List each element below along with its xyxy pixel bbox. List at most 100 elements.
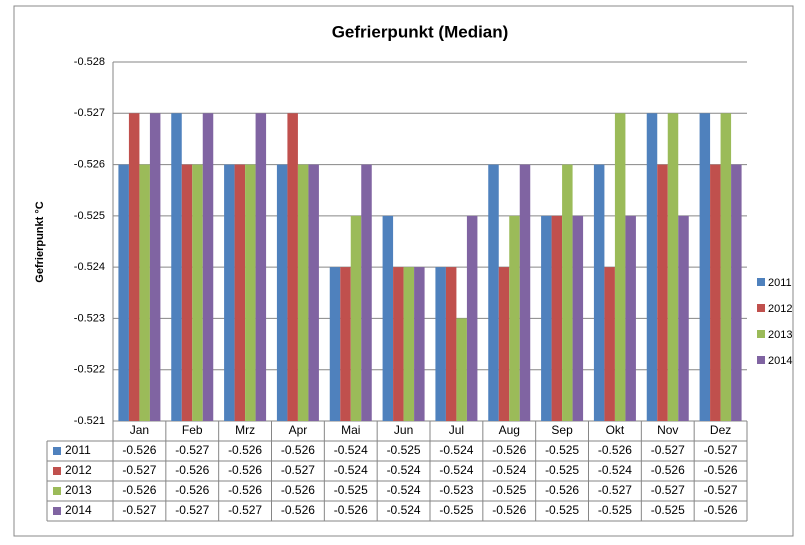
y-axis-title: Gefrierpunkt °C bbox=[34, 201, 46, 282]
table-cell: -0.524 bbox=[439, 463, 473, 477]
table-cell: -0.527 bbox=[122, 503, 156, 517]
bar bbox=[646, 113, 658, 422]
bar bbox=[699, 113, 711, 422]
bar bbox=[340, 267, 351, 421]
table-cell: -0.524 bbox=[387, 463, 421, 477]
table-cell: -0.525 bbox=[334, 483, 368, 497]
bar bbox=[224, 164, 235, 422]
table-cell: -0.527 bbox=[175, 503, 209, 517]
table-cell: -0.527 bbox=[704, 483, 738, 497]
bar bbox=[678, 215, 689, 421]
table-cell: -0.523 bbox=[439, 483, 473, 497]
bar bbox=[234, 164, 246, 422]
bar bbox=[382, 215, 394, 421]
table-cell: -0.526 bbox=[281, 483, 315, 497]
table-key bbox=[53, 487, 61, 495]
bar bbox=[456, 318, 467, 421]
x-tick-label: Apr bbox=[289, 423, 308, 437]
x-tick-label: Nov bbox=[657, 423, 678, 437]
table-cell: -0.526 bbox=[492, 503, 526, 517]
y-tick-label: -0.528 bbox=[74, 56, 105, 68]
table-key bbox=[53, 507, 61, 515]
bar bbox=[445, 267, 457, 421]
x-tick-label: Jun bbox=[394, 423, 413, 437]
table-cell: -0.524 bbox=[598, 463, 632, 477]
legend-label: 2012 bbox=[768, 303, 792, 315]
bar bbox=[466, 215, 478, 421]
bar bbox=[593, 164, 605, 422]
bar bbox=[403, 267, 415, 421]
bar bbox=[657, 164, 668, 422]
bar bbox=[414, 267, 425, 421]
table-cell: -0.525 bbox=[598, 503, 632, 517]
bar bbox=[551, 215, 563, 421]
table-series-name: 2014 bbox=[65, 503, 92, 517]
legend-key bbox=[757, 278, 765, 286]
bar bbox=[498, 267, 510, 421]
table-cell: -0.524 bbox=[387, 483, 421, 497]
bar bbox=[202, 113, 214, 422]
table-series-name: 2012 bbox=[65, 463, 92, 477]
bar bbox=[350, 215, 362, 421]
table-cell: -0.527 bbox=[704, 443, 738, 457]
bar bbox=[731, 164, 742, 422]
x-tick-label: Mai bbox=[341, 423, 360, 437]
x-tick-label: Jan bbox=[130, 423, 149, 437]
table-cell: -0.526 bbox=[175, 463, 209, 477]
table-cell: -0.525 bbox=[545, 463, 579, 477]
y-tick-label: -0.521 bbox=[74, 415, 105, 427]
bar bbox=[297, 164, 309, 422]
legend-key bbox=[757, 356, 765, 364]
table-cell: -0.524 bbox=[334, 443, 368, 457]
bar bbox=[149, 113, 161, 422]
y-tick-label: -0.527 bbox=[74, 107, 105, 119]
bar bbox=[171, 113, 182, 422]
table-cell: -0.524 bbox=[492, 463, 526, 477]
legend-label: 2011 bbox=[768, 277, 792, 289]
legend: 2011 2012 2013 2014 bbox=[757, 277, 792, 367]
table-cell: -0.524 bbox=[439, 443, 473, 457]
table-cell: -0.526 bbox=[175, 483, 209, 497]
table-cell: -0.527 bbox=[281, 463, 315, 477]
bar bbox=[720, 113, 732, 422]
bar bbox=[393, 267, 404, 421]
table-cell: -0.527 bbox=[122, 463, 156, 477]
x-tick-label: Mrz bbox=[235, 423, 255, 437]
y-tick-label: -0.526 bbox=[74, 158, 105, 170]
table-cell: -0.526 bbox=[545, 483, 579, 497]
table-key bbox=[53, 447, 61, 455]
table-cell: -0.526 bbox=[281, 443, 315, 457]
bar bbox=[276, 164, 288, 422]
bar bbox=[572, 215, 584, 421]
legend-key bbox=[757, 304, 765, 312]
table-cell: -0.527 bbox=[598, 483, 632, 497]
table-cell: -0.526 bbox=[334, 503, 368, 517]
bar bbox=[308, 164, 319, 422]
bar bbox=[614, 113, 626, 422]
table-cell: -0.526 bbox=[492, 443, 526, 457]
bar bbox=[519, 164, 531, 422]
table-cell: -0.525 bbox=[439, 503, 473, 517]
bar bbox=[128, 113, 140, 422]
table-cell: -0.526 bbox=[281, 503, 315, 517]
table-cell: -0.526 bbox=[651, 463, 685, 477]
x-tick-label: Dez bbox=[710, 423, 731, 437]
table-cell: -0.525 bbox=[387, 443, 421, 457]
table-cell: -0.526 bbox=[704, 463, 738, 477]
table-cell: -0.527 bbox=[651, 443, 685, 457]
table-cell: -0.526 bbox=[122, 443, 156, 457]
table-cell: -0.525 bbox=[545, 503, 579, 517]
bar bbox=[509, 215, 520, 421]
bar bbox=[287, 113, 298, 422]
x-tick-label: Aug bbox=[499, 423, 520, 437]
table-series-name: 2013 bbox=[65, 483, 92, 497]
y-tick-label: -0.525 bbox=[74, 210, 105, 222]
bar bbox=[488, 164, 499, 422]
table-cell: -0.526 bbox=[598, 443, 632, 457]
table-cell: -0.524 bbox=[387, 503, 421, 517]
x-tick-label: Feb bbox=[182, 423, 203, 437]
bar bbox=[255, 113, 267, 422]
bar bbox=[361, 164, 372, 422]
table-key bbox=[53, 467, 61, 475]
